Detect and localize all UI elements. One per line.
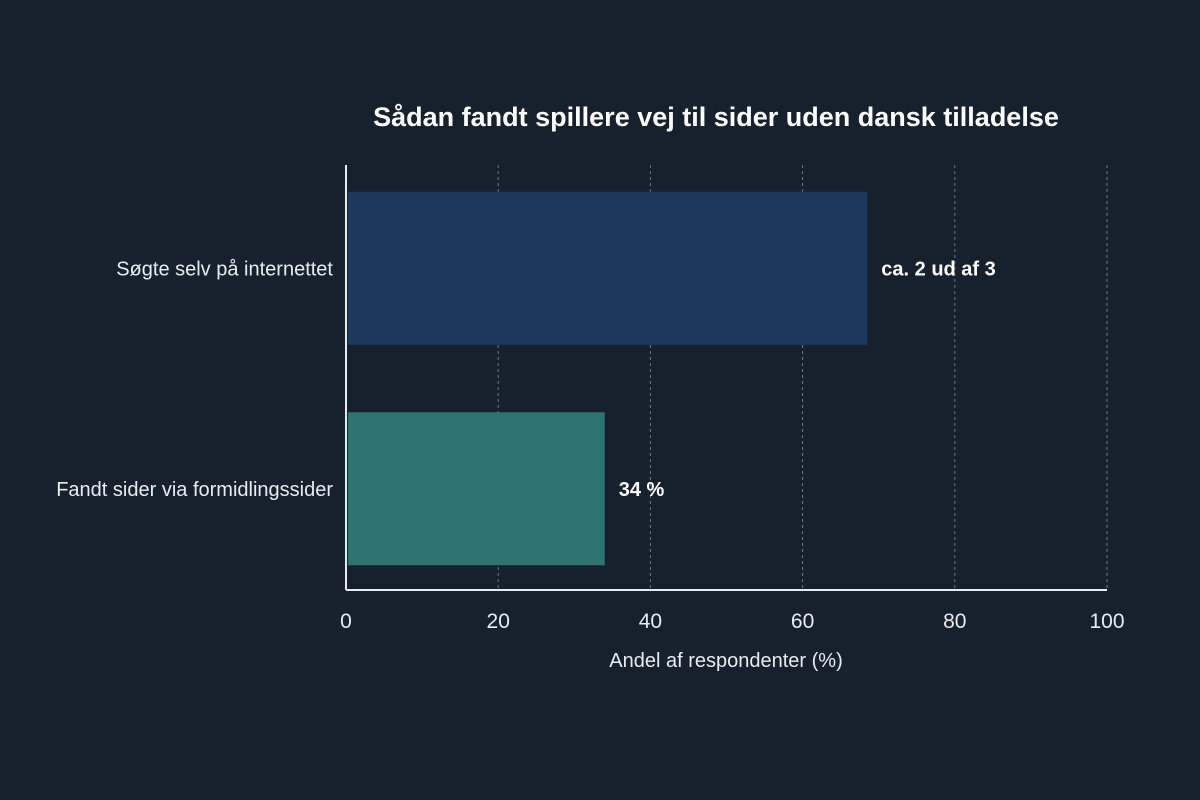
category-label: Fandt sider via formidlingssider	[56, 479, 333, 501]
bar	[348, 412, 605, 566]
x-tick-label: 40	[639, 610, 662, 633]
x-axis-title: Andel af respondenter (%)	[609, 650, 842, 672]
x-tick-label: 0	[340, 610, 352, 633]
x-tick-label: 20	[487, 610, 510, 633]
data-label: ca. 2 ud af 3	[881, 258, 996, 280]
x-tick-label: 100	[1089, 610, 1124, 633]
data-labels: ca. 2 ud af 3 34 %	[619, 258, 996, 501]
bars	[348, 191, 868, 566]
category-label: Søgte selv på internettet	[116, 258, 333, 280]
x-tick-label: 80	[943, 610, 966, 633]
category-labels: Søgte selv på internettet Fandt sider via…	[56, 258, 333, 501]
bar	[348, 191, 868, 345]
chart-title: Sådan fandt spillere vej til sider uden …	[373, 102, 1059, 132]
x-tick-labels: 0 20 40 60 80 100	[340, 610, 1124, 633]
data-label: 34 %	[619, 479, 665, 501]
x-tick-label: 60	[791, 610, 814, 633]
